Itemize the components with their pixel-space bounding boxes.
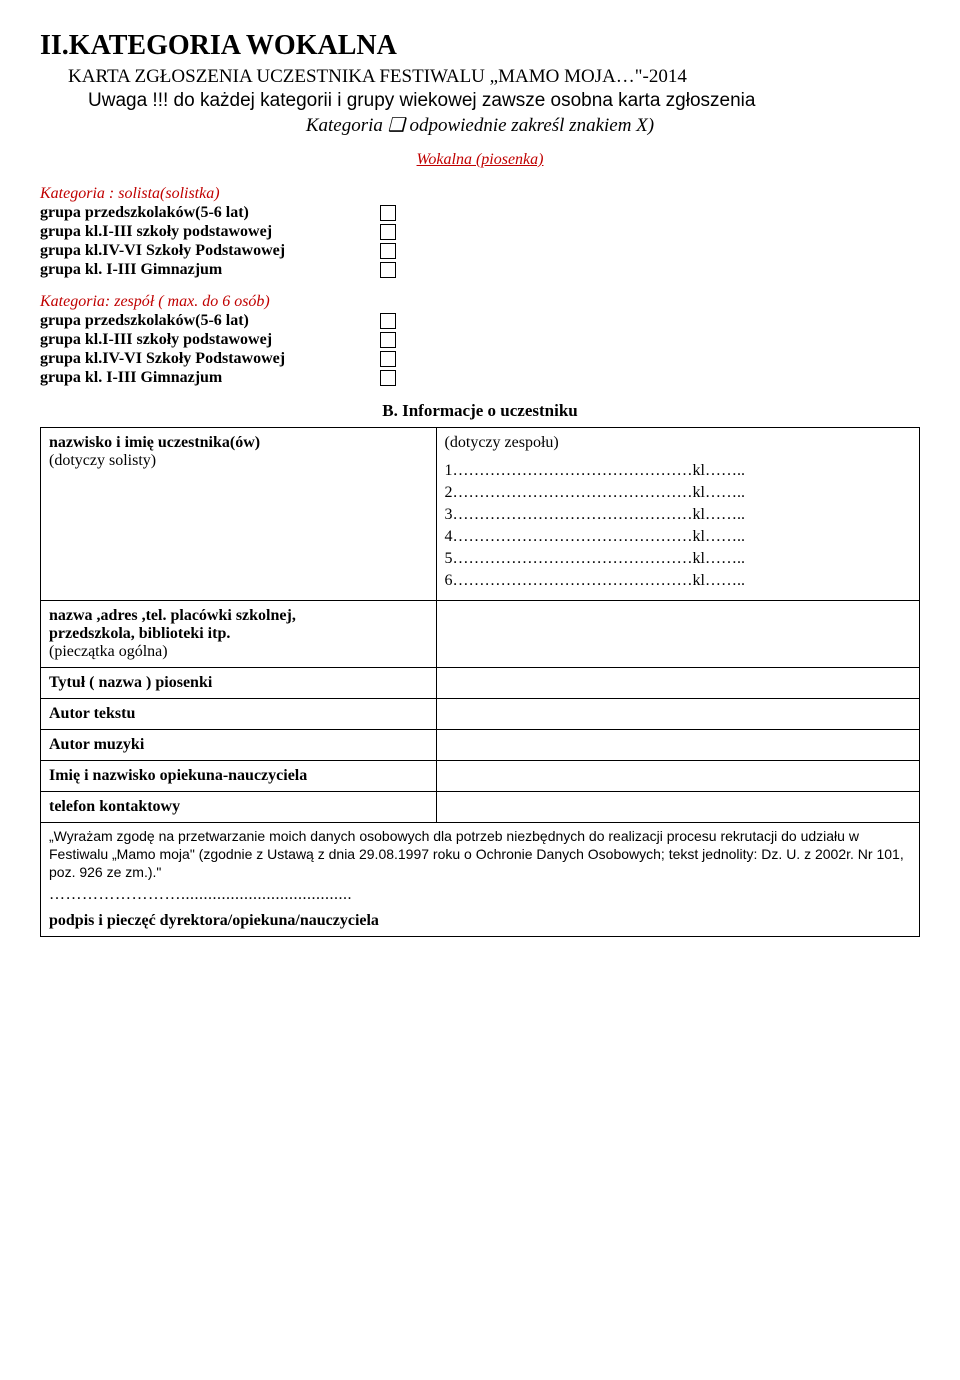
page-title: II.KATEGORIA WOKALNA bbox=[40, 30, 920, 62]
signature-dots: ……………………................................… bbox=[41, 884, 919, 910]
member-line[interactable]: 1………………………………………kl…….. bbox=[445, 462, 911, 480]
checkbox-row: grupa kl.IV-VI Szkoły Podstawowej bbox=[40, 350, 920, 368]
label: grupa kl. I-III Gimnazjum bbox=[40, 369, 380, 387]
member-line[interactable]: 3………………………………………kl…….. bbox=[445, 506, 911, 524]
soloist-checkbox-1[interactable] bbox=[380, 224, 396, 240]
checkbox-row: grupa kl.I-III szkoły podstawowej bbox=[40, 223, 920, 241]
table-row: nazwa ,adres ,tel. placówki szkolnej, pr… bbox=[41, 601, 920, 668]
cell-phone: telefon kontaktowy bbox=[41, 792, 437, 823]
consent-text: „Wyrażam zgodę na przetwarzanie moich da… bbox=[41, 823, 919, 884]
cell-music-author: Autor muzyki bbox=[41, 730, 437, 761]
category-vocal-label: Wokalna (piosenka) bbox=[40, 151, 920, 169]
group-checkbox-2[interactable] bbox=[380, 351, 396, 367]
table-row: Tytuł ( nazwa ) piosenki bbox=[41, 668, 920, 699]
cell-participant-name[interactable]: nazwisko i imię uczestnika(ów) (dotyczy … bbox=[41, 428, 437, 601]
checkbox-row: grupa kl. I-III Gimnazjum bbox=[40, 369, 920, 387]
label: grupa przedszkolaków(5-6 lat) bbox=[40, 204, 380, 222]
checkbox-row: grupa kl.I-III szkoły podstawowej bbox=[40, 331, 920, 349]
checkbox-row: grupa przedszkolaków(5-6 lat) bbox=[40, 312, 920, 330]
subtitle-1: KARTA ZGŁOSZENIA UCZESTNIKA FESTIWALU „M… bbox=[68, 66, 920, 88]
label: nazwa ,adres ,tel. placówki szkolnej, bbox=[49, 607, 296, 624]
cell-group-members[interactable]: (dotyczy zespołu) 1………………………………………kl……..… bbox=[436, 428, 919, 601]
soloist-checkbox-0[interactable] bbox=[380, 205, 396, 221]
category-group-heading: Kategoria: zespół ( max. do 6 osób) bbox=[40, 293, 920, 311]
label: grupa kl.IV-VI Szkoły Podstawowej bbox=[40, 350, 380, 368]
member-line[interactable]: 2………………………………………kl…….. bbox=[445, 484, 911, 502]
group-checkbox-0[interactable] bbox=[380, 313, 396, 329]
section-b-heading: B. Informacje o uczestniku bbox=[40, 401, 920, 421]
table-row: nazwisko i imię uczestnika(ów) (dotyczy … bbox=[41, 428, 920, 601]
cell-empty[interactable] bbox=[436, 730, 919, 761]
label: (dotyczy zespołu) bbox=[445, 434, 911, 452]
soloist-checkbox-2[interactable] bbox=[380, 243, 396, 259]
label: przedszkola, biblioteki itp. bbox=[49, 625, 230, 642]
group-checkbox-3[interactable] bbox=[380, 370, 396, 386]
label: grupa kl.I-III szkoły podstawowej bbox=[40, 331, 380, 349]
label: grupa kl.I-III szkoły podstawowej bbox=[40, 223, 380, 241]
checkbox-row: grupa kl.IV-VI Szkoły Podstawowej bbox=[40, 242, 920, 260]
member-line[interactable]: 5………………………………………kl…….. bbox=[445, 550, 911, 568]
cell-institution[interactable]: nazwa ,adres ,tel. placówki szkolnej, pr… bbox=[41, 601, 437, 668]
cell-empty[interactable] bbox=[436, 792, 919, 823]
table-row: telefon kontaktowy bbox=[41, 792, 920, 823]
cell-song-title: Tytuł ( nazwa ) piosenki bbox=[41, 668, 437, 699]
cell-empty[interactable] bbox=[436, 699, 919, 730]
soloist-checkbox-3[interactable] bbox=[380, 262, 396, 278]
subtitle-3: Kategoria ❑ odpowiednie zakreśl znakiem … bbox=[40, 114, 920, 137]
member-line[interactable]: 6………………………………………kl…….. bbox=[445, 572, 911, 590]
label: grupa przedszkolaków(5-6 lat) bbox=[40, 312, 380, 330]
table-row: Imię i nazwisko opiekuna-nauczyciela bbox=[41, 761, 920, 792]
signature-label: podpis i pieczęć dyrektora/opiekuna/nauc… bbox=[41, 910, 919, 936]
group-checkbox-1[interactable] bbox=[380, 332, 396, 348]
table-row: Autor tekstu bbox=[41, 699, 920, 730]
cell-empty[interactable] bbox=[436, 601, 919, 668]
label: grupa kl.IV-VI Szkoły Podstawowej bbox=[40, 242, 380, 260]
cell-empty[interactable] bbox=[436, 761, 919, 792]
label: (dotyczy solisty) bbox=[49, 452, 156, 469]
label: (pieczątka ogólna) bbox=[49, 643, 168, 660]
subtitle-2: Uwaga !!! do każdej kategorii i grupy wi… bbox=[88, 90, 920, 112]
checkbox-row: grupa kl. I-III Gimnazjum bbox=[40, 261, 920, 279]
table-row: Autor muzyki bbox=[41, 730, 920, 761]
label: nazwisko i imię uczestnika(ów) bbox=[49, 434, 260, 451]
cell-empty[interactable] bbox=[436, 668, 919, 699]
member-line[interactable]: 4………………………………………kl…….. bbox=[445, 528, 911, 546]
info-table: nazwisko i imię uczestnika(ów) (dotyczy … bbox=[40, 427, 920, 937]
cell-lyrics-author: Autor tekstu bbox=[41, 699, 437, 730]
table-row-consent: „Wyrażam zgodę na przetwarzanie moich da… bbox=[41, 823, 920, 937]
label: grupa kl. I-III Gimnazjum bbox=[40, 261, 380, 279]
checkbox-row: grupa przedszkolaków(5-6 lat) bbox=[40, 204, 920, 222]
cell-teacher-name: Imię i nazwisko opiekuna-nauczyciela bbox=[41, 761, 437, 792]
category-soloist-heading: Kategoria : solista(solistka) bbox=[40, 185, 920, 203]
